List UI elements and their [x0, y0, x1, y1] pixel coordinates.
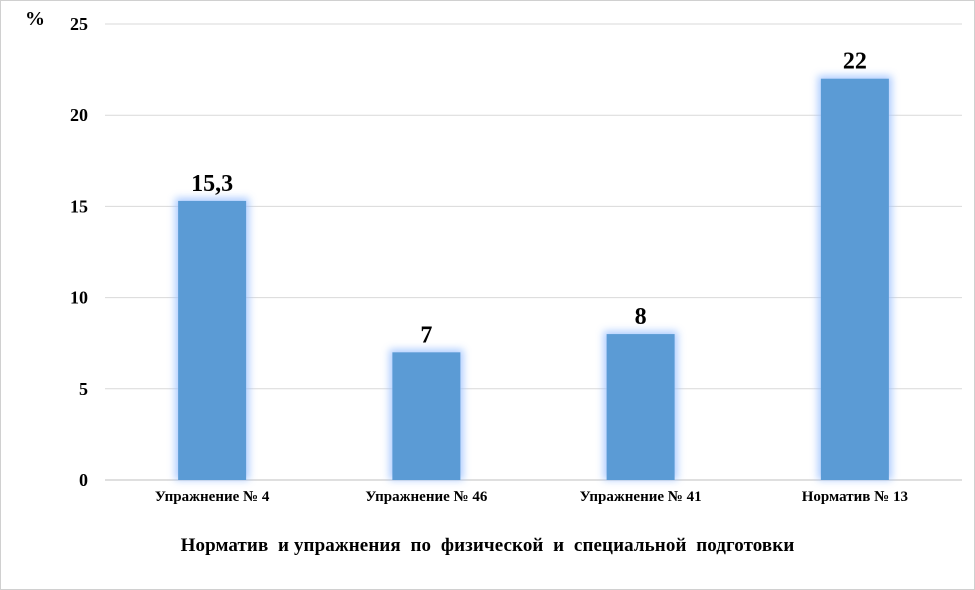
bars [175, 75, 892, 481]
bar [606, 334, 675, 480]
data-label: 15,3 [191, 171, 233, 197]
y-tick-label: 0 [79, 470, 88, 490]
bar [178, 200, 247, 481]
data-label: 7 [420, 322, 432, 348]
y-tick-label: 10 [70, 288, 88, 308]
y-tick-label: 5 [79, 379, 88, 399]
data-label: 8 [635, 304, 647, 330]
x-axis-ticks: Упражнение № 4 Упражнение № 46 Упражнение … [155, 489, 908, 505]
y-axis-ticks: 0 5 10 15 20 25 [70, 14, 88, 490]
bar [820, 78, 889, 480]
x-tick-label: Упражнение № 41 [580, 489, 702, 505]
y-axis-label: % [25, 8, 45, 30]
bar [392, 352, 461, 480]
x-tick-label: Норматив № 13 [802, 489, 908, 505]
y-tick-label: 15 [70, 196, 88, 216]
x-axis-title: Норматив и упражнения по физической и сп… [180, 535, 795, 556]
x-tick-label: Упражнение № 4 [155, 489, 270, 505]
data-label: 22 [843, 49, 867, 75]
y-tick-label: 25 [70, 14, 88, 34]
x-tick-label: Упражнение № 46 [365, 489, 487, 505]
data-labels: 15,3 7 8 22 [191, 49, 867, 349]
y-tick-label: 20 [70, 105, 88, 125]
